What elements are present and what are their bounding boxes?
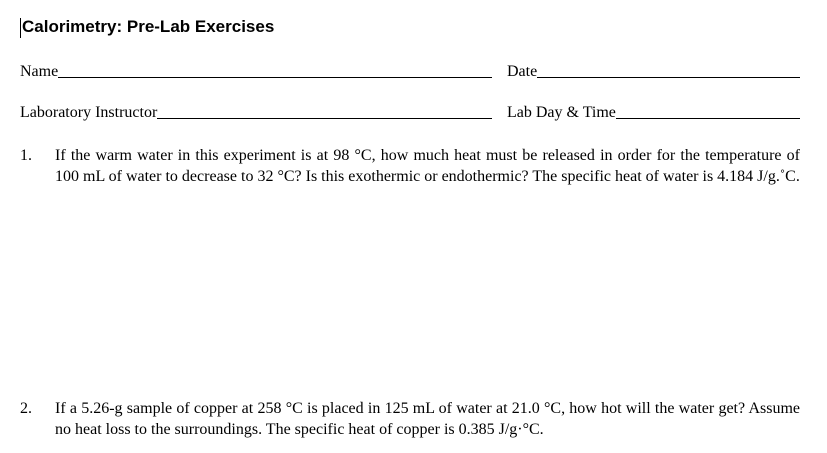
- field-label: Date: [507, 63, 538, 80]
- field-label: Name: [20, 63, 59, 80]
- instructor-field[interactable]: Laboratory Instructor: [20, 102, 492, 122]
- field-label: Lab Day & Time: [507, 104, 616, 121]
- question-text: If a 5.26-g sample of copper at 258 °C i…: [55, 400, 800, 438]
- question-number: 2.: [20, 400, 32, 417]
- field-line: [58, 77, 492, 78]
- title: Calorimetry: Pre-Lab Exercises: [22, 17, 275, 36]
- lab-day-field[interactable]: Lab Day & Time: [507, 102, 800, 122]
- text-cursor: [20, 18, 21, 38]
- field-label: Laboratory Instructor: [20, 104, 158, 121]
- question: 2. If a 5.26-g sample of copper at 258 °…: [20, 398, 800, 440]
- name-field[interactable]: Name: [20, 61, 492, 81]
- field-line: [615, 118, 800, 119]
- field-line: [157, 118, 492, 119]
- question: 1. If the warm water in this experiment …: [20, 145, 800, 187]
- question-number: 1.: [20, 147, 32, 164]
- date-field[interactable]: Date: [507, 61, 800, 81]
- field-line: [537, 77, 800, 78]
- question-text: If the warm water in this experiment is …: [55, 147, 800, 185]
